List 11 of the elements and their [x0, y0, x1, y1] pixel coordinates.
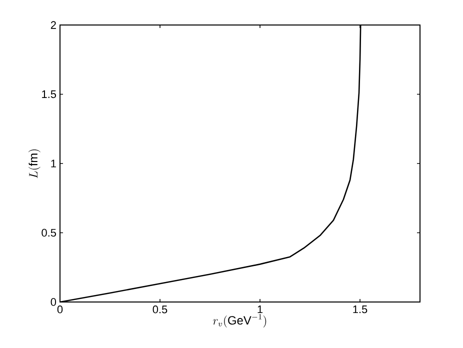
x-tick-label: 1.5	[353, 306, 368, 314]
y-axis-title: $L(\mathrm{fm})$	[28, 150, 40, 178]
x-tick-label: 0	[57, 306, 63, 314]
y-tick-label: 1	[51, 160, 56, 168]
x-tick-label: 0.5	[152, 306, 168, 314]
y-tick-label: 0	[50, 298, 56, 306]
y-tick-label: 1.5	[42, 90, 56, 98]
y-tick-label: 0.5	[42, 228, 56, 237]
x-axis-title: $r_v(\mathrm{GeV}^{-1})$	[213, 314, 266, 328]
x-tick-label: 1	[258, 306, 263, 314]
y-tick-label: 2	[50, 21, 56, 29]
